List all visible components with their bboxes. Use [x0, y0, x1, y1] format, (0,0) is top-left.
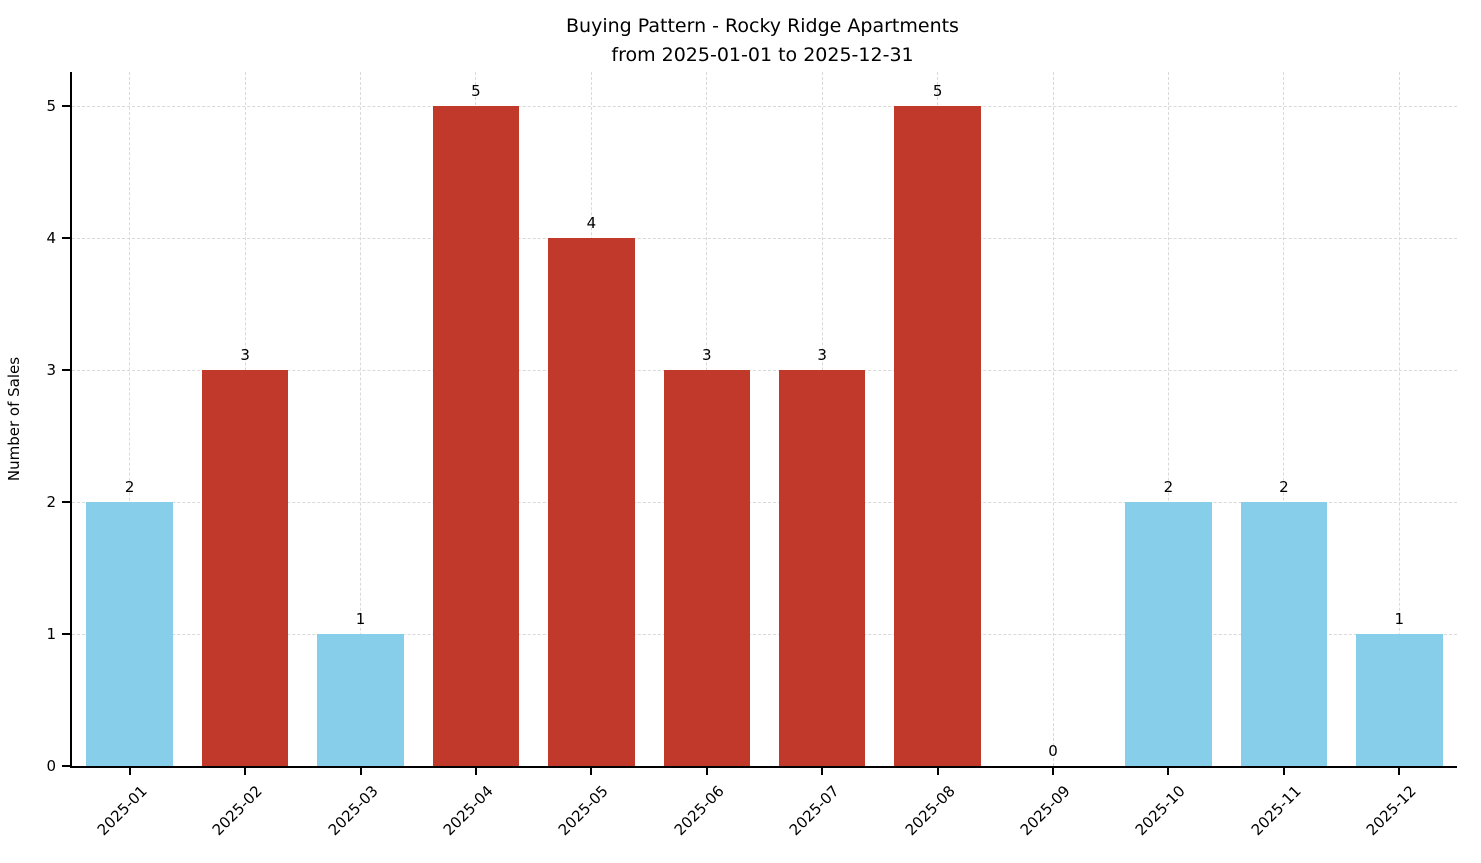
bar	[317, 634, 404, 766]
x-tick-mark	[1398, 768, 1401, 775]
x-tick-label: 2025-11	[1247, 782, 1305, 840]
y-tick-mark	[62, 765, 70, 767]
x-tick-mark	[1052, 768, 1055, 775]
x-tick-label: 2025-04	[439, 782, 497, 840]
bar-value-label: 0	[1048, 742, 1058, 760]
v-gridline	[1052, 72, 1054, 766]
y-tick-label: 5	[46, 97, 56, 116]
y-tick-mark	[62, 237, 70, 240]
bar-value-label: 2	[1279, 478, 1289, 497]
y-tick-mark	[62, 369, 70, 372]
v-gridline	[1167, 72, 1169, 766]
x-tick-mark	[590, 768, 593, 775]
bar-value-label: 3	[702, 346, 712, 365]
y-tick-label: 3	[46, 361, 56, 380]
chart-title-line1: Buying Pattern - Rocky Ridge Apartments	[566, 15, 959, 37]
x-tick-mark	[474, 768, 477, 775]
x-tick-mark	[705, 768, 708, 775]
x-tick-label: 2025-03	[324, 782, 382, 840]
bar-value-label: 1	[355, 610, 366, 629]
x-tick-mark	[1282, 768, 1285, 775]
x-tick-mark	[936, 768, 939, 775]
x-tick-label: 2025-10	[1132, 782, 1190, 840]
x-tick-label: 2025-02	[208, 782, 266, 840]
h-gridline	[72, 369, 1457, 371]
x-tick-label: 2025-07	[785, 782, 843, 840]
y-tick-mark	[62, 501, 70, 504]
x-tick-label: 2025-08	[901, 782, 959, 840]
bar	[1125, 502, 1212, 766]
h-gridline	[72, 237, 1457, 239]
x-tick-label: 2025-09	[1016, 782, 1074, 840]
v-gridline	[1283, 72, 1285, 766]
bar-value-label: 3	[817, 346, 827, 365]
y-tick-label: 2	[46, 493, 56, 512]
bar	[86, 502, 173, 766]
y-tick-mark	[62, 105, 70, 108]
x-tick-label: 2025-01	[93, 782, 151, 840]
v-gridline	[360, 72, 362, 766]
v-gridline	[129, 72, 131, 766]
y-axis-label: Number of Sales	[5, 356, 23, 482]
chart-title: Buying Pattern - Rocky Ridge Apartments …	[70, 12, 1455, 71]
x-tick-mark	[244, 768, 247, 775]
y-tick-label: 4	[46, 229, 56, 248]
x-tick-mark	[821, 768, 824, 775]
bar	[548, 238, 635, 766]
x-tick-mark	[359, 768, 362, 775]
y-tick-label: 1	[46, 625, 56, 644]
bar	[894, 106, 981, 766]
h-gridline	[72, 105, 1457, 107]
x-tick-label: 2025-05	[555, 782, 613, 840]
bar-value-label: 1	[1394, 610, 1405, 629]
h-gridline	[72, 633, 1457, 635]
bar	[432, 106, 520, 766]
bar-value-label: 4	[586, 214, 597, 233]
y-tick-mark	[62, 633, 70, 636]
bar-value-label: 2	[124, 478, 135, 497]
x-tick-label: 2025-12	[1362, 782, 1421, 840]
bar	[1356, 634, 1443, 766]
plot-area: 2 3 1 5 4 3 3 5 0 2 2 1 0 1 2 3 4 5 2025-01 2025-02 2025-03…	[46, 72, 1457, 839]
y-tick-label: 0	[46, 757, 56, 775]
chart-title-line2: from 2025-01-01 to 2025-12-31	[611, 44, 914, 67]
bar-value-label: 2	[1163, 478, 1174, 497]
bar-value-label: 3	[240, 346, 250, 365]
x-tick-mark	[1167, 768, 1170, 775]
bar-value-label: 5	[932, 82, 943, 101]
bar	[663, 370, 751, 766]
bar	[201, 370, 289, 766]
x-tick-label: 2025-06	[670, 782, 728, 840]
x-tick-mark	[128, 768, 131, 775]
bar	[1240, 502, 1328, 766]
bar-value-label: 5	[471, 82, 481, 101]
v-gridline	[1398, 72, 1400, 766]
bar	[778, 370, 866, 766]
h-gridline	[72, 501, 1457, 503]
